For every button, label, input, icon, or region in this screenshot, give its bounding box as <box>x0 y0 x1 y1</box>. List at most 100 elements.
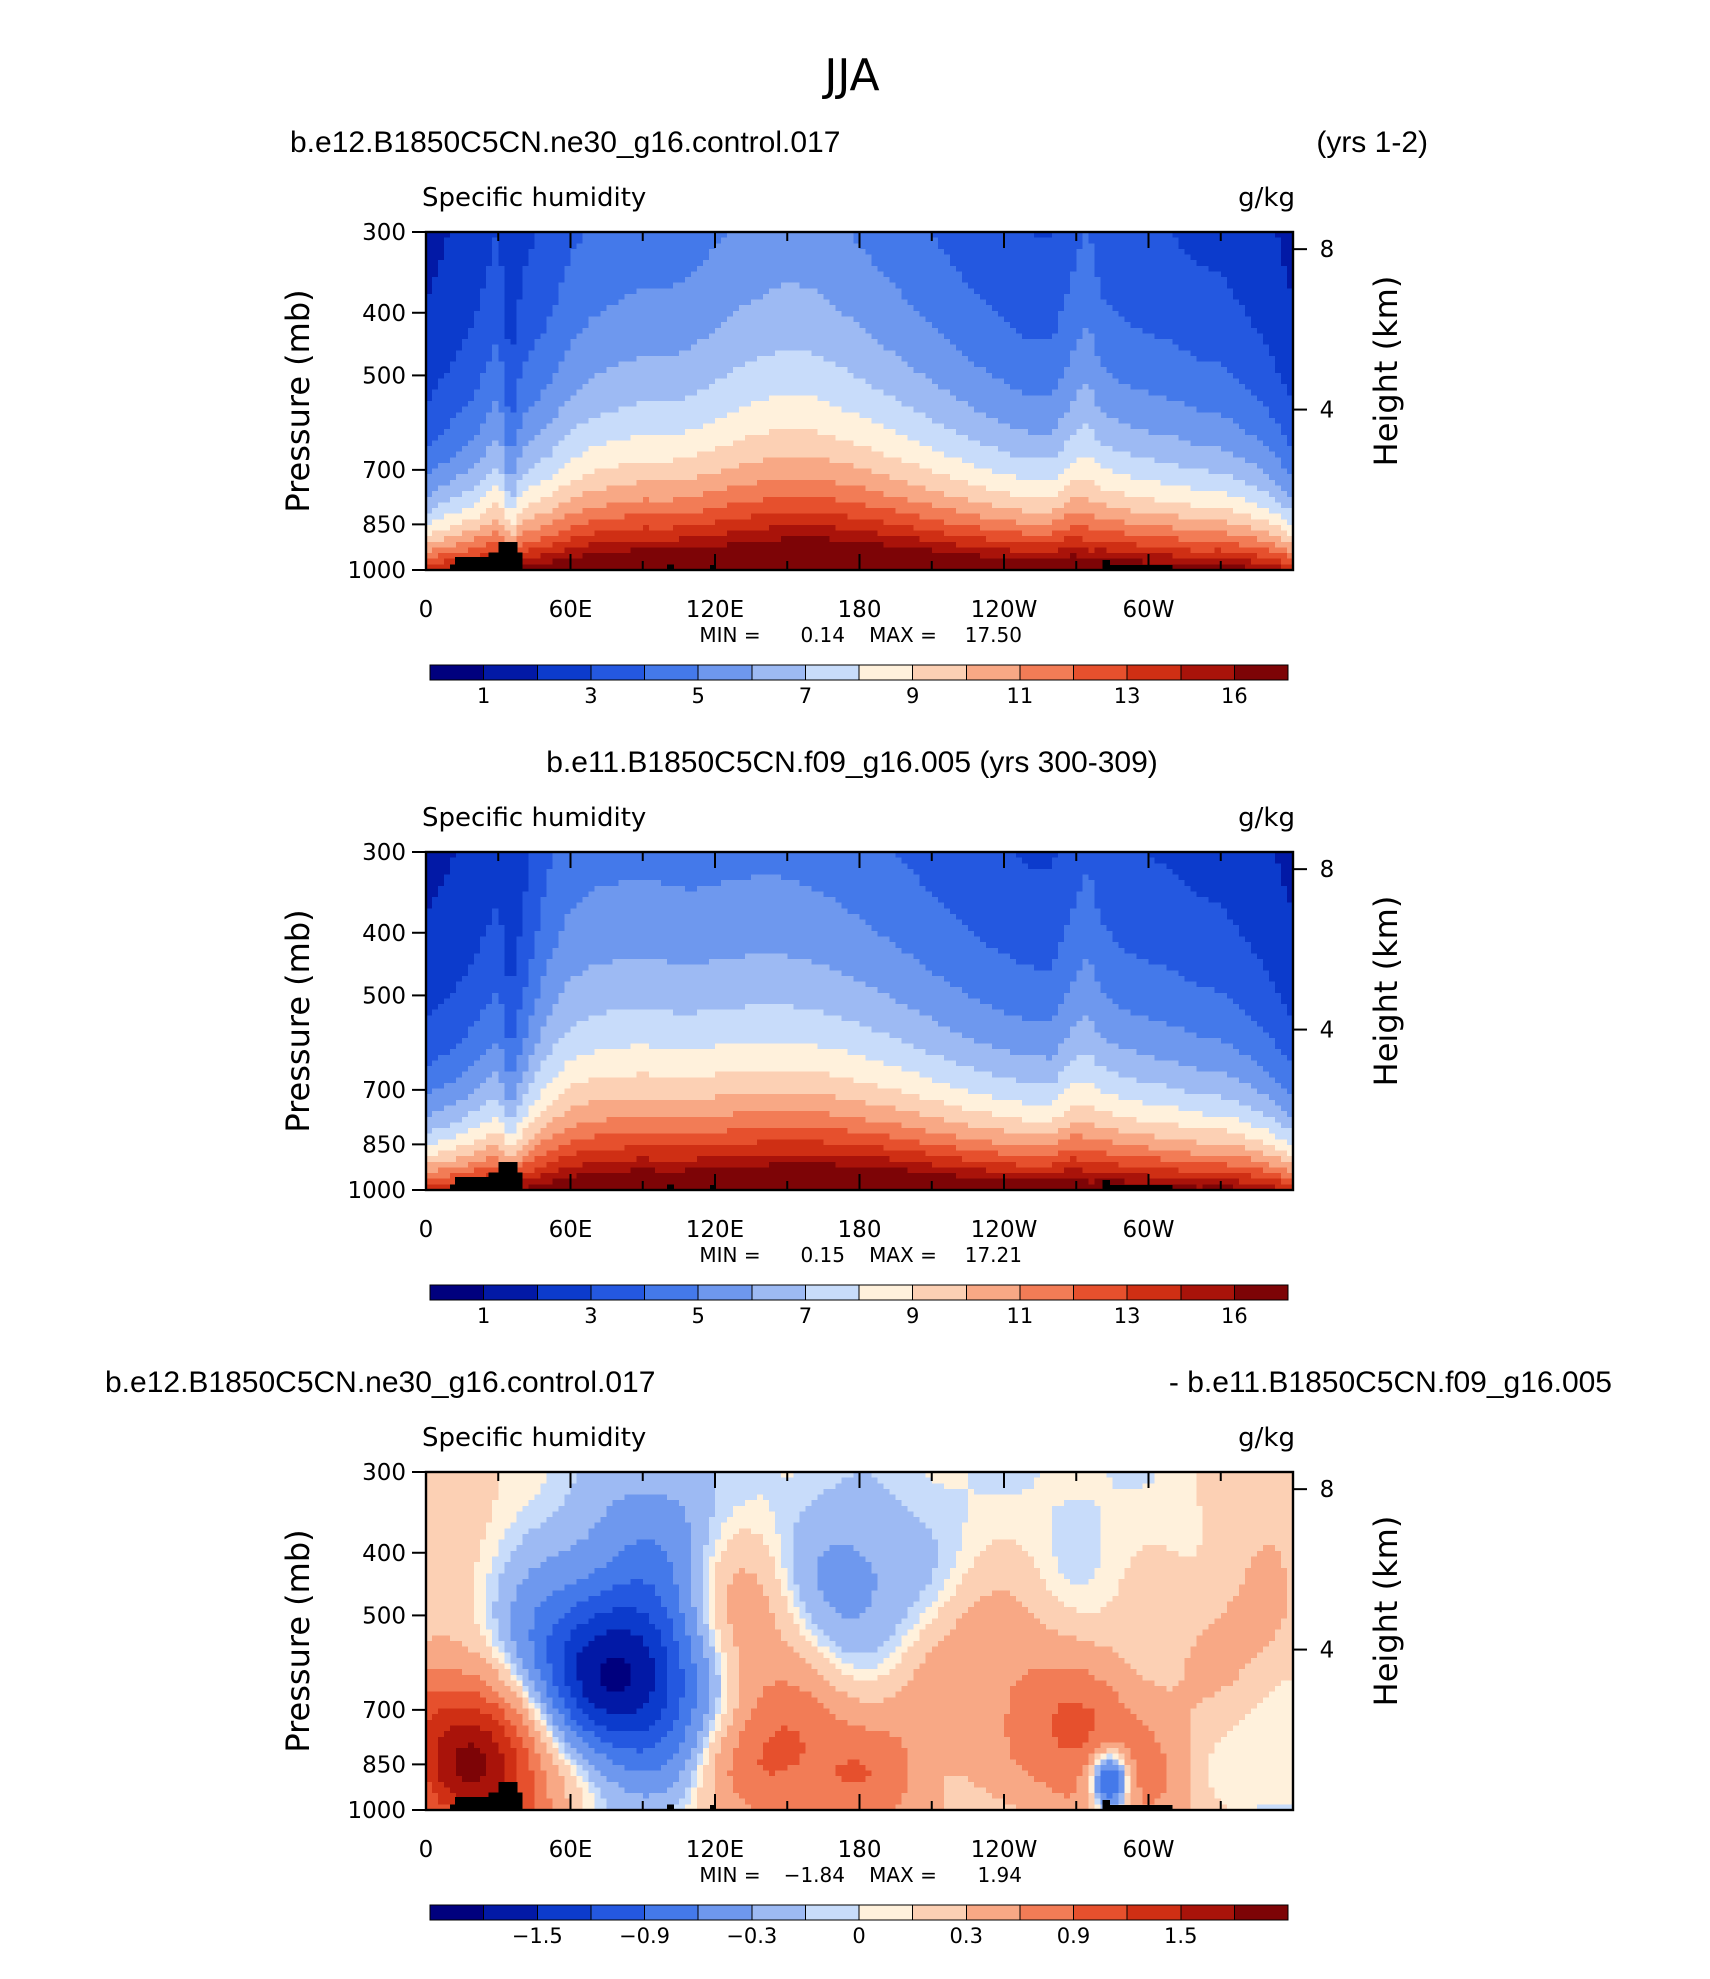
contour-cell <box>974 260 981 266</box>
contour-cell <box>456 350 463 356</box>
contour-cell <box>583 243 590 249</box>
contour-cell <box>1040 305 1047 311</box>
contour-cell <box>625 300 632 306</box>
contour-cell <box>1100 317 1107 323</box>
contour-cell <box>480 300 487 306</box>
contour-cell <box>474 288 481 294</box>
contour-cell <box>787 243 794 249</box>
contour-cell <box>504 350 511 356</box>
contour-cell <box>1010 294 1017 300</box>
contour-cell <box>709 418 716 424</box>
contour-cell <box>492 390 499 396</box>
contour-cell <box>1185 300 1192 306</box>
contour-cell <box>727 350 734 356</box>
contour-cell <box>1064 249 1071 255</box>
contour-cell <box>679 384 686 390</box>
contour-cell <box>1161 249 1168 255</box>
contour-cell <box>619 367 626 373</box>
contour-cell <box>571 283 578 289</box>
contour-cell <box>1016 395 1023 401</box>
contour-cell <box>1124 294 1131 300</box>
contour-cell <box>673 305 680 311</box>
contour-cell <box>1203 277 1210 283</box>
contour-cell <box>1022 243 1029 249</box>
contour-cell <box>1149 260 1156 266</box>
contour-cell <box>595 294 602 300</box>
contour-cell <box>637 367 644 373</box>
contour-cell <box>510 378 517 384</box>
contour-cell <box>583 362 590 368</box>
contour-cell <box>1263 339 1270 345</box>
contour-cell <box>872 271 879 277</box>
contour-cell <box>601 266 608 272</box>
contour-cell <box>571 407 578 413</box>
contour-cell <box>613 345 620 351</box>
contour-cell <box>932 322 939 328</box>
contour-cell <box>1028 401 1035 407</box>
contour-cell <box>619 260 626 266</box>
contour-cell <box>703 300 710 306</box>
contour-cell <box>661 238 668 244</box>
contour-cell <box>589 277 596 283</box>
contour-cell <box>1269 249 1276 255</box>
contour-cell <box>450 317 457 323</box>
contour-cell <box>980 238 987 244</box>
contour-cell <box>697 350 704 356</box>
contour-cell <box>462 418 469 424</box>
contour-cell <box>944 333 951 339</box>
contour-cell <box>601 333 608 339</box>
contour-cell <box>1197 362 1204 368</box>
contour-cell <box>739 356 746 362</box>
contour-cell <box>986 317 993 323</box>
contour-cell <box>655 311 662 317</box>
contour-cell <box>757 322 764 328</box>
contour-cell <box>926 378 933 384</box>
contour-cell <box>1257 328 1264 334</box>
contour-cell <box>685 384 692 390</box>
contour-cell <box>1227 322 1234 328</box>
contour-cell <box>992 333 999 339</box>
contour-cell <box>510 412 517 418</box>
contour-cell <box>908 266 915 272</box>
contour-cell <box>805 271 812 277</box>
contour-cell <box>751 339 758 345</box>
contour-cell <box>510 362 517 368</box>
contour-cell <box>498 283 505 289</box>
contour-cell <box>1112 407 1119 413</box>
contour-cell <box>974 384 981 390</box>
contour-cell <box>1088 407 1095 413</box>
contour-cell <box>522 362 529 368</box>
contour-cell <box>1179 255 1186 261</box>
contour-cell <box>631 311 638 317</box>
contour-cell <box>1052 277 1059 283</box>
contour-cell <box>787 339 794 345</box>
contour-cell <box>1046 350 1053 356</box>
contour-cell <box>1263 350 1270 356</box>
contour-cell <box>974 412 981 418</box>
contour-cell <box>1203 384 1210 390</box>
contour-cell <box>1082 407 1089 413</box>
contour-cell <box>655 339 662 345</box>
contour-cell <box>932 395 939 401</box>
contour-cell <box>1257 356 1264 362</box>
contour-cell <box>890 424 897 430</box>
contour-cell <box>474 294 481 300</box>
contour-cell <box>890 390 897 396</box>
contour-cell <box>745 350 752 356</box>
contour-cell <box>1221 384 1228 390</box>
contour-cell <box>534 367 541 373</box>
contour-cell <box>1263 322 1270 328</box>
contour-cell <box>522 390 529 396</box>
contour-cell <box>1227 401 1234 407</box>
contour-cell <box>787 333 794 339</box>
contour-cell <box>516 249 523 255</box>
contour-cell <box>805 373 812 379</box>
contour-cell <box>1215 294 1222 300</box>
contour-cell <box>1088 249 1095 255</box>
contour-cell <box>926 401 933 407</box>
contour-cell <box>902 322 909 328</box>
contour-cell <box>920 418 927 424</box>
contour-cell <box>986 401 993 407</box>
contour-cell <box>492 412 499 418</box>
contour-cell <box>528 328 535 334</box>
